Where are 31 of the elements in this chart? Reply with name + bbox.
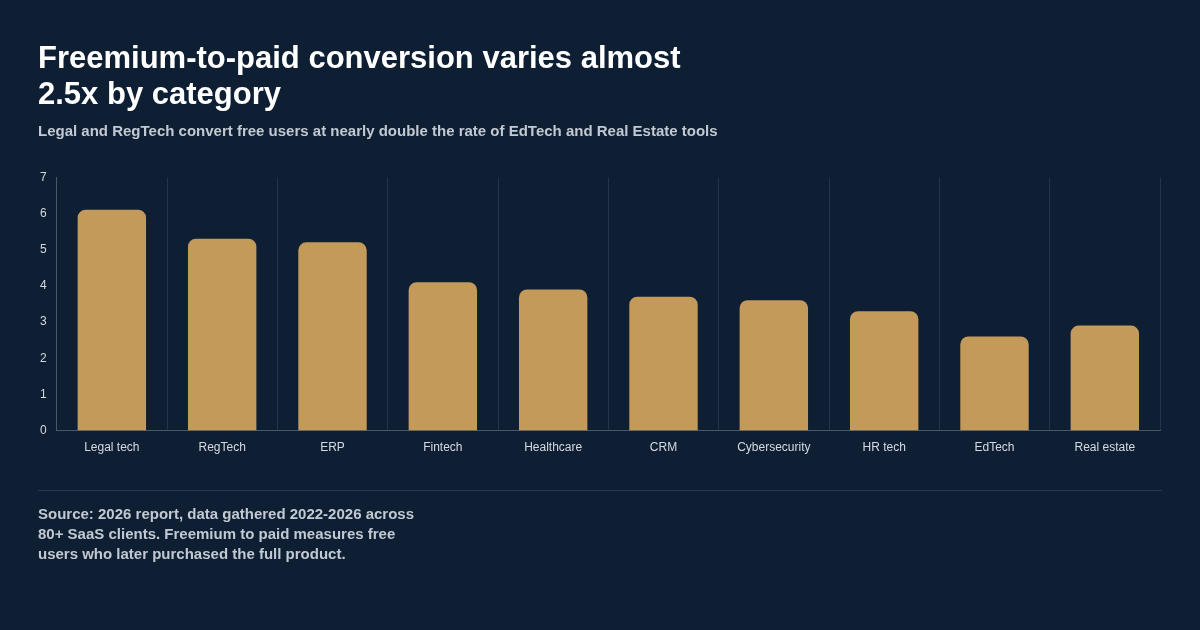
bar — [739, 300, 809, 431]
x-tick-label: Legal tech — [84, 440, 140, 455]
x-tick-label: HR tech — [862, 440, 906, 455]
bar — [629, 296, 698, 431]
bar — [960, 336, 1029, 431]
x-tick-label: Cybersecurity — [737, 440, 811, 455]
y-tick-label: 0 — [39, 422, 47, 437]
bar — [187, 238, 257, 431]
x-tick-label: CRM — [649, 440, 678, 455]
chart-title: Freemium-to-paid conversion varies almost 2.5x by category — [38, 40, 682, 112]
x-tick-label: Healthcare — [524, 440, 583, 455]
y-tick-label: 1 — [39, 386, 47, 401]
y-tick-label: 3 — [39, 314, 47, 329]
x-tick-label: Real estate — [1074, 440, 1136, 455]
y-tick-label: 2 — [39, 350, 47, 365]
source-note: Source: 2026 report, data gathered 2022-2026 across 80+ SaaS clients. Freemium to paid measures free users who later purchased the full product. — [38, 504, 416, 564]
x-tick-label: ERP — [320, 440, 345, 455]
bar — [518, 289, 588, 431]
y-tick-label: 4 — [39, 278, 47, 293]
bar — [1070, 325, 1140, 431]
bar — [408, 282, 478, 431]
x-tick-label: EdTech — [974, 440, 1015, 455]
bar — [77, 209, 147, 431]
y-tick-label: 7 — [39, 169, 47, 184]
y-tick-label: 5 — [39, 241, 47, 256]
chart-subtitle: Legal and RegTech convert free users at nearly double the rate of EdTech and Real Estate tools — [38, 122, 718, 139]
x-tick-label: RegTech — [198, 440, 246, 455]
bar — [298, 242, 367, 431]
bar — [849, 311, 919, 431]
y-tick-label: 6 — [39, 205, 47, 220]
x-tick-label: Fintech — [423, 440, 463, 455]
